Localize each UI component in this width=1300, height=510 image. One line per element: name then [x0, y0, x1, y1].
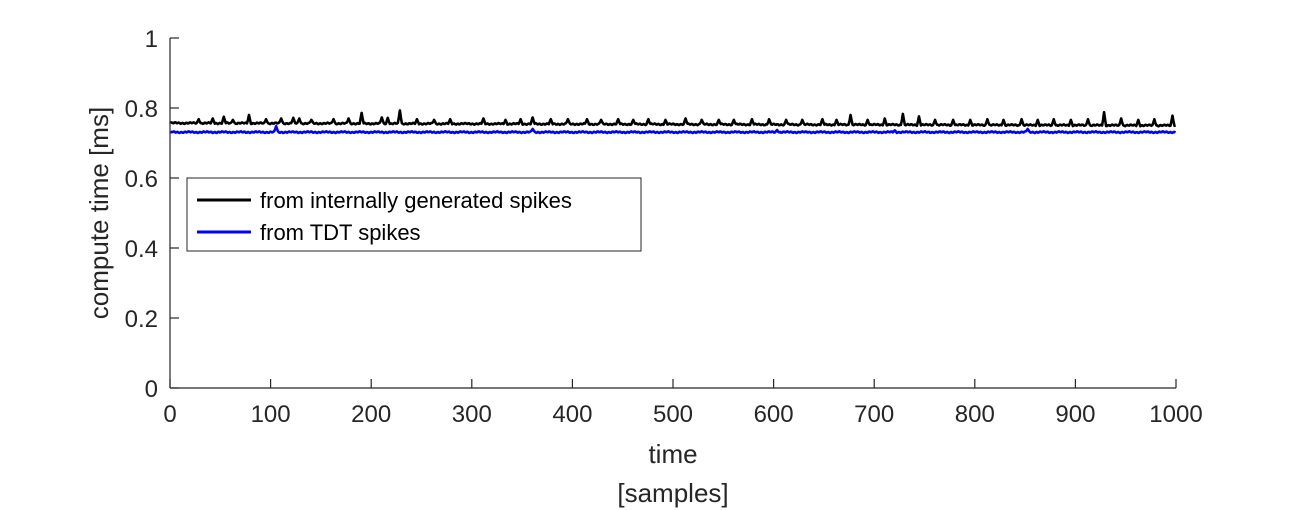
- x-tick-label: 200: [351, 401, 391, 428]
- x-tick-label: 700: [854, 401, 894, 428]
- y-tick-label: 0.6: [125, 166, 158, 193]
- legend-box: [186, 177, 642, 252]
- x-tick-label: 800: [955, 401, 995, 428]
- y-axis-label: compute time [ms]: [84, 107, 114, 319]
- x-axis-label-unit: [samples]: [617, 478, 728, 508]
- x-tick-label: 0: [163, 401, 176, 428]
- y-tick-label: 0: [145, 376, 158, 403]
- x-tick-label: 400: [552, 401, 592, 428]
- y-tick-label: 0.8: [125, 96, 158, 123]
- axes: 0 100 200 300 400 500 600 700 800 900 1000 0 0.2 0.4 0…: [125, 26, 1203, 428]
- x-tick-label: 1000: [1149, 401, 1202, 428]
- x-axis-label: time: [648, 439, 697, 469]
- x-tick-label: 900: [1055, 401, 1095, 428]
- series-line-2: [169, 124, 1177, 135]
- x-tick-label: 300: [452, 401, 492, 428]
- y-tick-label: 0.4: [125, 236, 158, 263]
- legend-label: from internally generated spikes: [260, 188, 572, 213]
- x-tick-label: 600: [754, 401, 794, 428]
- y-tick-label: 1: [145, 26, 158, 53]
- y-tick-label: 0.2: [125, 306, 158, 333]
- series-line-1: [169, 109, 1177, 128]
- legend-label: from TDT spikes: [260, 220, 421, 245]
- legend: from internally generated spikes from TDT…: [186, 177, 642, 252]
- series-layer: [169, 109, 1177, 135]
- x-tick-label: 500: [653, 401, 693, 428]
- x-tick-label: 100: [251, 401, 291, 428]
